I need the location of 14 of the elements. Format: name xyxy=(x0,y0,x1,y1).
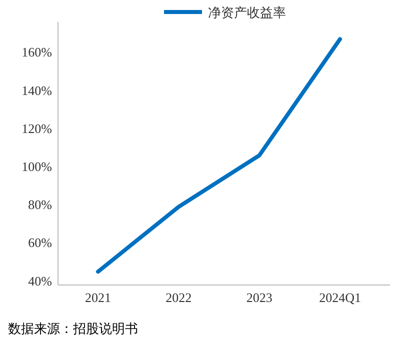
x-tick-label: 2024Q1 xyxy=(319,290,361,306)
y-tick-label: 80% xyxy=(28,197,52,212)
line-series xyxy=(96,37,342,274)
source-note: 数据来源：招股说明书 xyxy=(8,321,138,336)
x-tick-label: 2023 xyxy=(246,290,272,306)
y-tick-label: 160% xyxy=(22,44,52,60)
y-tick-label: 140% xyxy=(22,82,52,98)
y-tick-label: 100% xyxy=(22,159,52,174)
y-tick-label: 60% xyxy=(28,235,52,250)
x-tick-label: 2021 xyxy=(85,290,111,306)
y-tick-label: 120% xyxy=(22,120,52,136)
x-tick-label: 2022 xyxy=(166,290,192,306)
y-tick-label: 40% xyxy=(28,273,52,288)
legend-label: 净资产收益率 xyxy=(208,5,286,20)
